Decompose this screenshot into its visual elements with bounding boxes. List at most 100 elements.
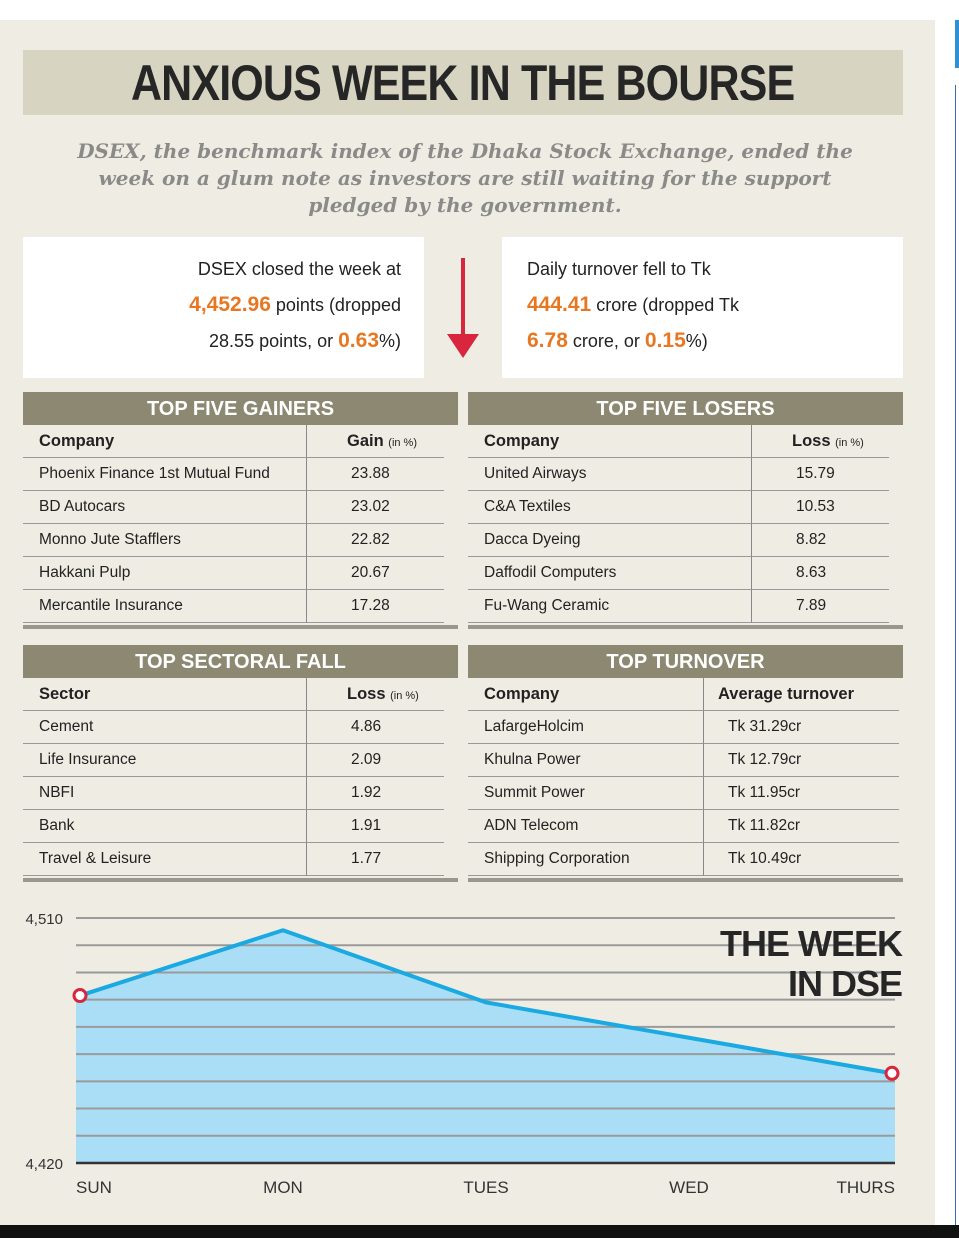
row-name: Life Insurance [23, 744, 307, 777]
turnover-value: 444.41 [527, 293, 592, 316]
stat-text: %) [379, 331, 401, 351]
table-header-row: Company Loss (in %) [468, 425, 903, 458]
bottom-bar [0, 1225, 959, 1238]
column-header: Sector [23, 678, 307, 711]
row-name: Hakkani Pulp [23, 557, 307, 590]
x-tick-label: MON [263, 1178, 303, 1197]
row-name: Travel & Leisure [23, 843, 307, 876]
column-unit: (in %) [388, 437, 418, 449]
x-tick-label: THURS [836, 1178, 895, 1197]
data-point-marker [884, 1065, 900, 1081]
row-value: 22.82 [307, 524, 444, 557]
stat-text: 28.55 points, or [209, 331, 339, 351]
table-row: C&A Textiles 10.53 [468, 491, 903, 524]
table-bottom-rule [23, 878, 458, 882]
row-name: BD Autocars [23, 491, 307, 524]
table-row: Mercantile Insurance 17.28 [23, 590, 458, 623]
x-tick-label: TUES [463, 1178, 508, 1197]
row-name: ADN Telecom [468, 810, 704, 843]
column-header-label: Loss [347, 685, 386, 703]
dsex-close-value: 4,452.96 [189, 293, 271, 316]
column-header: Average turnover [704, 678, 899, 711]
row-value: 8.82 [752, 524, 889, 557]
table-row: Cement 4.86 [23, 711, 458, 744]
table-title: TOP FIVE LOSERS [468, 392, 903, 425]
turnover-drop-value: 6.78 [527, 329, 568, 352]
side-accent [955, 20, 959, 68]
dsex-stat-box: DSEX closed the week at 4,452.96 points … [23, 237, 424, 378]
top-turnover-table: TOP TURNOVER Company Average turnover Lafar… [468, 645, 903, 882]
row-name: NBFI [23, 777, 307, 810]
table-row: LafargeHolcim Tk 31.29cr [468, 711, 903, 744]
column-header-label: Average turnover [718, 685, 855, 703]
row-value: Tk 31.29cr [704, 711, 899, 744]
row-name: C&A Textiles [468, 491, 752, 524]
column-unit: (in %) [835, 437, 864, 449]
stat-line1: DSEX closed the week at [197, 259, 401, 279]
row-value: Tk 12.79cr [704, 744, 899, 777]
row-value: 1.92 [307, 777, 444, 810]
column-header: Company [23, 425, 307, 458]
row-value: 10.53 [752, 491, 889, 524]
series-line [79, 928, 893, 1076]
row-value: 2.09 [307, 744, 444, 777]
table-bottom-rule [23, 625, 458, 629]
table-row: Travel & Leisure 1.77 [23, 843, 458, 876]
row-name: Phoenix Finance 1st Mutual Fund [23, 458, 307, 491]
row-name: Fu-Wang Ceramic [468, 590, 752, 623]
column-header: Loss (in %) [307, 678, 444, 711]
table-header-row: Company Average turnover [468, 678, 903, 711]
row-name: Daffodil Computers [468, 557, 752, 590]
chart-title-line1: THE WEEK [719, 923, 903, 964]
table-row: Life Insurance 2.09 [23, 744, 458, 777]
subtitle: DSEX, the benchmark index of the Dhaka S… [77, 139, 853, 217]
table-row: Khulna Power Tk 12.79cr [468, 744, 903, 777]
chart-title: THE WEEK IN DSE [719, 923, 903, 1004]
turnover-stat-box: Daily turnover fell to Tk 444.41 crore (… [502, 237, 903, 378]
column-unit: (in %) [390, 690, 419, 702]
column-header-label: Gain [347, 432, 384, 450]
x-tick-label: SUN [76, 1178, 112, 1197]
table-title: TOP TURNOVER [468, 645, 903, 678]
table-row: ADN Telecom Tk 11.82cr [468, 810, 903, 843]
dsex-drop-percent: 0.63 [338, 329, 379, 352]
top-sectoral-fall-table: TOP SECTORAL FALL Sector Loss (in %) Cement… [23, 645, 458, 882]
row-name: Cement [23, 711, 307, 744]
column-header-label: Loss [792, 432, 831, 450]
y-tick-label: 4,420 [25, 1156, 63, 1173]
page-title: ANXIOUS WEEK IN THE BOURSE [131, 54, 795, 111]
stat-text: crore, or [567, 331, 645, 351]
row-name: Shipping Corporation [468, 843, 704, 876]
table-row: Bank 1.91 [23, 810, 458, 843]
table-row: BD Autocars 23.02 [23, 491, 458, 524]
top-gainers-table: TOP FIVE GAINERS Company Gain (in %) Phoeni… [23, 392, 458, 629]
table-row: Dacca Dyeing 8.82 [468, 524, 903, 557]
row-value: Tk 11.95cr [704, 777, 899, 810]
row-value: 23.02 [307, 491, 444, 524]
stat-line1: Daily turnover fell to Tk [527, 259, 711, 279]
row-name: LafargeHolcim [468, 711, 704, 744]
row-name: United Airways [468, 458, 752, 491]
row-value: 7.89 [752, 590, 889, 623]
column-header: Gain (in %) [307, 425, 444, 458]
column-header: Company [468, 425, 752, 458]
row-name: Monno Jute Stafflers [23, 524, 307, 557]
table-row: Hakkani Pulp 20.67 [23, 557, 458, 590]
table-row: Phoenix Finance 1st Mutual Fund 23.88 [23, 458, 458, 491]
y-tick-label: 4,510 [25, 911, 63, 928]
table-bottom-rule [468, 625, 903, 629]
row-value: 1.77 [307, 843, 444, 876]
row-value: 17.28 [307, 590, 444, 623]
title-banner: ANXIOUS WEEK IN THE BOURSE [23, 50, 903, 115]
table-row: NBFI 1.92 [23, 777, 458, 810]
table-row: Summit Power Tk 11.95cr [468, 777, 903, 810]
column-header: Company [468, 678, 704, 711]
down-arrow-icon [447, 258, 479, 358]
column-header: Loss (in %) [752, 425, 889, 458]
stat-text: points (dropped [270, 295, 401, 315]
table-row: Daffodil Computers 8.63 [468, 557, 903, 590]
table-bottom-rule [468, 878, 903, 882]
table-row: Monno Jute Stafflers 22.82 [23, 524, 458, 557]
row-value: 4.86 [307, 711, 444, 744]
row-name: Dacca Dyeing [468, 524, 752, 557]
